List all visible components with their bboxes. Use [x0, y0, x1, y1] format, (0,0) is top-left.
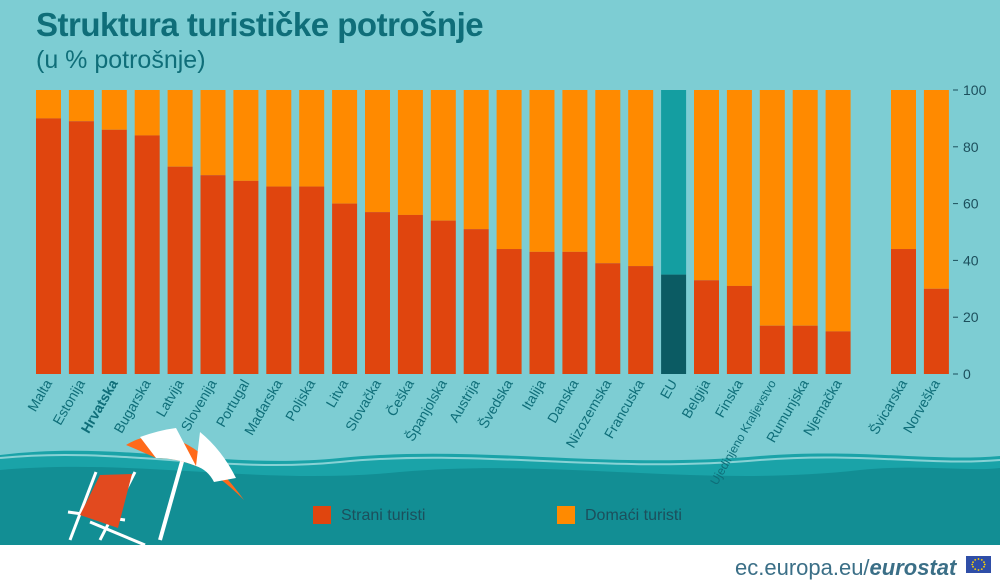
footer — [0, 545, 1000, 587]
bar-foreign-24 — [792, 325, 818, 374]
bar-domestic-10 — [332, 90, 358, 204]
bar-foreign-10 — [332, 203, 358, 374]
bar-foreign-14 — [463, 229, 489, 374]
x-tick-label-5: Latvija — [153, 376, 187, 419]
bar-domestic-26 — [891, 90, 916, 250]
bar-foreign-12 — [397, 214, 423, 374]
bar-domestic-9 — [299, 90, 325, 187]
legend-swatch-foreign — [313, 506, 331, 524]
bar-domestic-15 — [496, 90, 522, 250]
y-tick-label: 20 — [963, 309, 979, 325]
x-tick-label-22: Finska — [712, 376, 747, 420]
x-tick-label-12: Češka — [383, 376, 417, 419]
y-tick-label: 80 — [963, 139, 979, 155]
eu-flag-icon — [966, 556, 991, 573]
bar-domestic-6 — [200, 90, 226, 176]
bar-foreign-7 — [233, 180, 259, 374]
footer-brand: eurostat — [869, 555, 957, 580]
x-tick-label-9: Poljska — [282, 376, 319, 423]
bar-foreign-21 — [694, 280, 719, 374]
bar-foreign-22 — [726, 285, 752, 374]
x-tick-label-21: Belgija — [678, 376, 713, 421]
bar-domestic-12 — [397, 90, 423, 215]
bar-foreign-27 — [923, 288, 949, 374]
y-tick-label: 0 — [963, 366, 971, 382]
x-tick-label-10: Litva — [323, 376, 352, 410]
bar-domestic-5 — [167, 90, 193, 167]
bar-group — [36, 90, 949, 375]
bar-domestic-7 — [233, 90, 259, 181]
bar-domestic-18 — [595, 90, 621, 264]
wave-foreground — [0, 466, 1000, 545]
chart-title: Struktura turističke potrošnje — [36, 6, 484, 43]
bar-domestic-17 — [562, 90, 588, 252]
bar-domestic-1 — [36, 90, 61, 119]
bar-foreign-20 — [661, 274, 687, 374]
bar-domestic-2 — [68, 90, 94, 122]
bar-foreign-17 — [562, 251, 588, 374]
bar-foreign-9 — [299, 186, 325, 374]
bar-domestic-19 — [628, 90, 654, 267]
bar-domestic-21 — [694, 90, 719, 281]
bar-foreign-26 — [891, 249, 916, 374]
bar-domestic-16 — [529, 90, 555, 252]
legend-label-foreign: Strani turisti — [341, 507, 426, 524]
x-tick-label-1: Malta — [24, 376, 55, 414]
wave-crest — [0, 453, 1000, 467]
footer-site: ec.europa.eu/ — [735, 555, 870, 580]
x-tick-label-20: EU — [657, 377, 681, 402]
legend-label-domestic: Domaći turisti — [585, 507, 682, 524]
y-tick-label: 60 — [963, 196, 979, 212]
beach-umbrella-icon — [126, 428, 244, 541]
bar-domestic-4 — [134, 90, 160, 136]
bar-foreign-5 — [167, 166, 193, 374]
bar-domestic-20 — [661, 90, 687, 275]
y-tick-label: 40 — [963, 252, 979, 268]
bar-foreign-15 — [496, 249, 522, 374]
y-tick-label: 100 — [963, 82, 987, 98]
bar-domestic-27 — [923, 90, 949, 289]
bar-foreign-4 — [134, 135, 160, 374]
chart-subtitle: (u % potrošnje) — [36, 46, 206, 74]
bar-domestic-24 — [792, 90, 818, 326]
bar-foreign-6 — [200, 175, 226, 374]
bar-foreign-16 — [529, 251, 555, 374]
bar-foreign-25 — [825, 331, 851, 374]
deck-chair-icon — [67, 471, 146, 545]
bar-foreign-23 — [759, 325, 785, 374]
bar-domestic-13 — [430, 90, 456, 221]
footer-link[interactable]: ec.europa.eu/eurostat — [735, 555, 956, 581]
y-axis: 0 20 40 60 80 100 — [953, 82, 987, 382]
bar-domestic-22 — [726, 90, 752, 286]
bar-foreign-19 — [628, 266, 654, 374]
bar-foreign-1 — [36, 118, 61, 375]
bar-foreign-2 — [68, 121, 94, 375]
bar-domestic-14 — [463, 90, 489, 230]
bar-domestic-3 — [101, 90, 127, 130]
x-tick-label-16: Italija — [518, 376, 548, 412]
bar-domestic-25 — [825, 90, 851, 332]
bar-foreign-8 — [266, 186, 292, 374]
legend-swatch-domestic — [557, 506, 575, 524]
bar-foreign-3 — [101, 129, 127, 374]
bar-foreign-13 — [430, 220, 456, 374]
bar-domestic-8 — [266, 90, 292, 187]
bar-foreign-11 — [365, 212, 390, 374]
bar-foreign-18 — [595, 263, 621, 374]
bar-domestic-11 — [365, 90, 390, 213]
bar-domestic-23 — [759, 90, 785, 326]
